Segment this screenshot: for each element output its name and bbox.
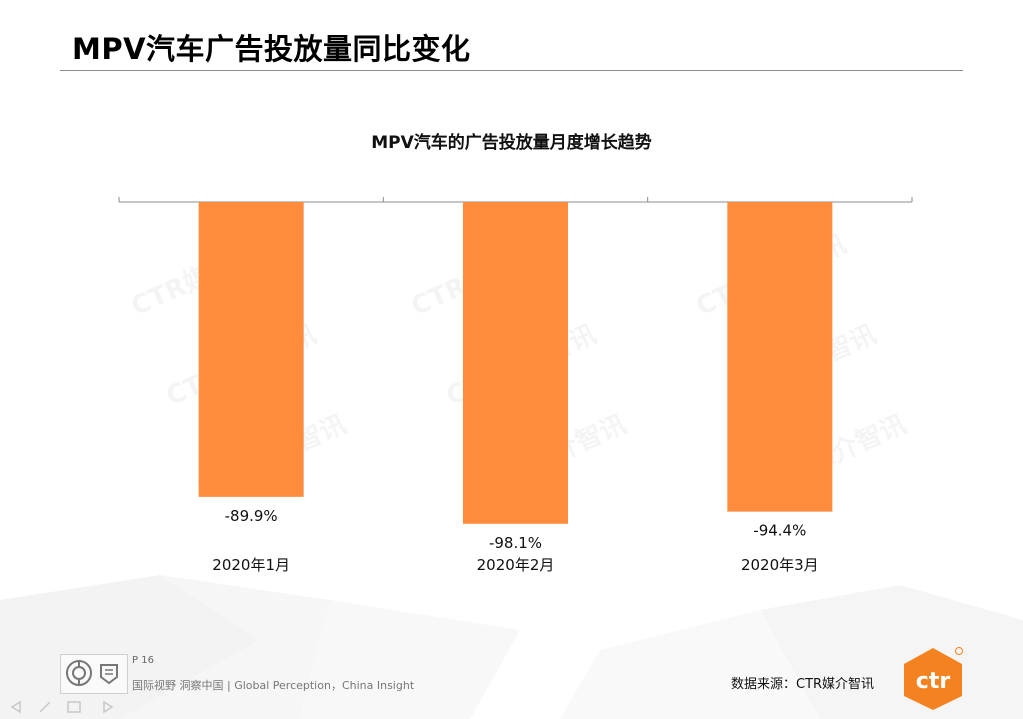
bar [727,202,833,512]
page-number: P 16 [132,655,154,666]
footer-slogan: 国际视野 洞察中国 | Global Perception，China Insi… [132,679,415,692]
ctr-logo-text: ctr [916,669,951,694]
data-source: 数据来源：CTR媒介智讯 [731,677,875,692]
ctr-logo: ctr [904,647,963,710]
bar [463,202,568,524]
pen-icon[interactable] [39,701,51,713]
bar [198,202,304,497]
data-label: -98.1% [489,534,542,552]
category-label: 2020年3月 [741,556,819,574]
menu-icon[interactable] [67,701,81,713]
data-label: -94.4% [753,522,806,540]
sgs-icon [66,660,92,686]
prev-arrow-icon[interactable] [10,700,21,714]
category-label: 2020年1月 [212,556,290,574]
slide-nav-controls[interactable] [8,698,128,716]
page-title: MPV汽车广告投放量同比变化 [72,32,471,66]
ukas-icon [100,664,118,685]
category-label: 2020年2月 [477,556,555,574]
next-arrow-icon[interactable] [103,700,114,714]
title-divider [60,70,963,71]
data-label: -89.9% [225,507,278,525]
certification-logos [60,654,128,694]
chart-title: MPV汽车的广告投放量月度增长趋势 [371,133,652,153]
